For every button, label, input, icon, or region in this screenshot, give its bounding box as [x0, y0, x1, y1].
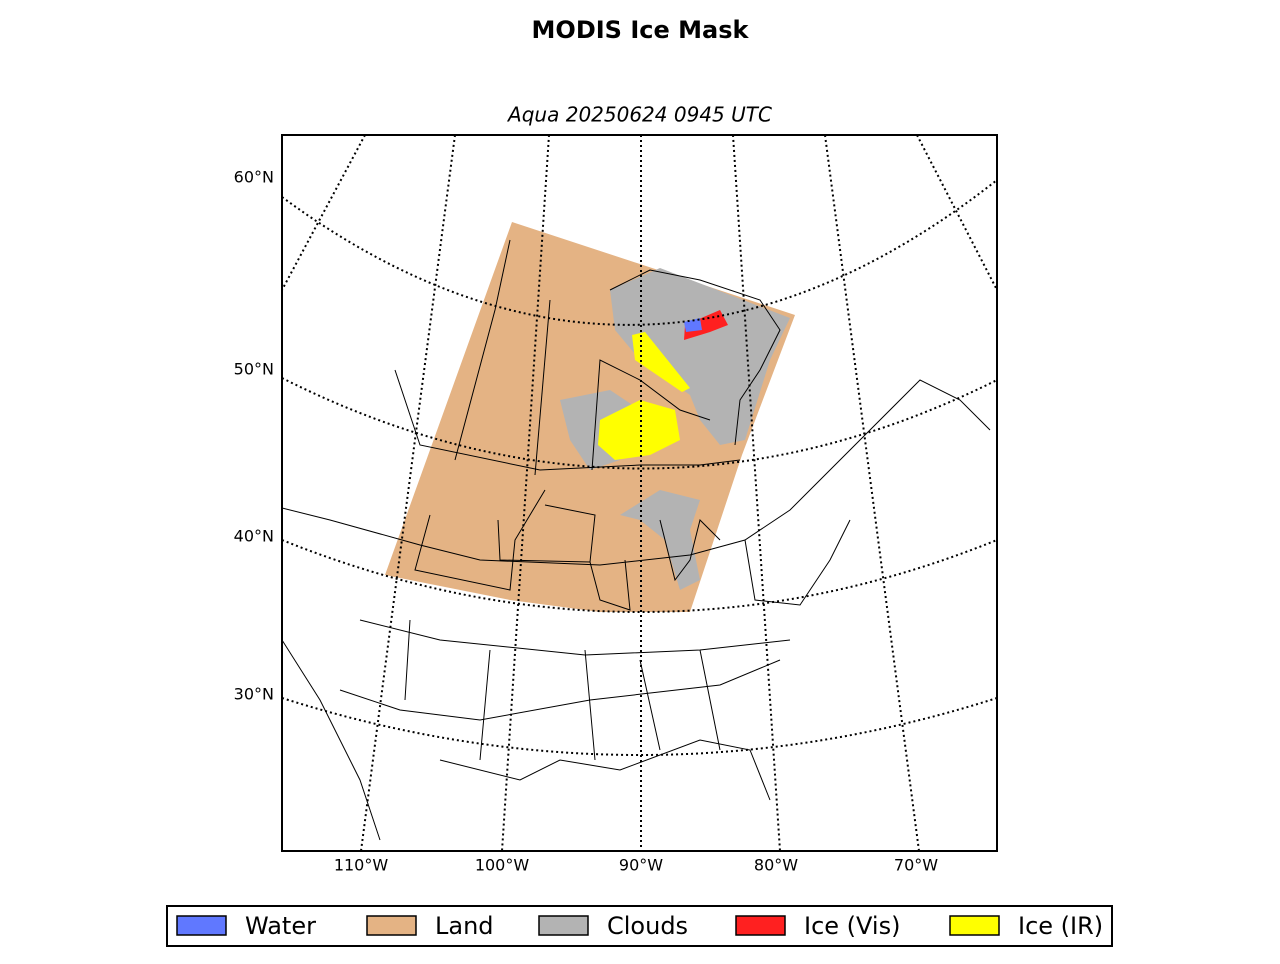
legend-swatch: [366, 915, 417, 936]
legend-label: Ice (Vis): [804, 912, 900, 940]
legend-label: Clouds: [607, 912, 688, 940]
legend-label: Water: [245, 912, 316, 940]
ice-ir-area: [632, 332, 690, 392]
lat-label: 40°N: [234, 527, 274, 546]
lat-label: 50°N: [234, 360, 274, 379]
legend: Water Land Clouds Ice (Vis) Ice (IR): [176, 912, 1103, 940]
title: MODIS Ice Mask: [532, 16, 750, 44]
lat-label: 60°N: [234, 168, 274, 187]
lat-label: 30°N: [234, 685, 274, 704]
lon-label: 100°W: [475, 856, 530, 875]
map: [282, 135, 997, 851]
lon-labels: 110°W 100°W 90°W 80°W 70°W: [334, 856, 938, 875]
legend-swatch: [538, 915, 589, 936]
map-frame: [281, 134, 998, 852]
legend-label: Land: [435, 912, 494, 940]
legend-swatch: [735, 915, 786, 936]
boundaries: [282, 239, 991, 841]
lon-label: 110°W: [334, 856, 389, 875]
cloud-area: [610, 268, 790, 445]
ice-vis-area: [684, 310, 728, 340]
lon-label: 80°W: [754, 856, 798, 875]
legend-swatch: [949, 915, 1000, 936]
legend-swatch: [176, 915, 227, 936]
ice-ir-area: [598, 400, 680, 460]
lat-labels: 60°N 50°N 40°N 30°N: [234, 168, 274, 704]
lon-label: 90°W: [619, 856, 663, 875]
graticule: [282, 135, 997, 851]
subtitle: Aqua 20250624 0945 UTC: [506, 103, 772, 127]
lon-label: 70°W: [894, 856, 938, 875]
swath: [385, 222, 795, 612]
legend-label: Ice (IR): [1018, 912, 1103, 940]
